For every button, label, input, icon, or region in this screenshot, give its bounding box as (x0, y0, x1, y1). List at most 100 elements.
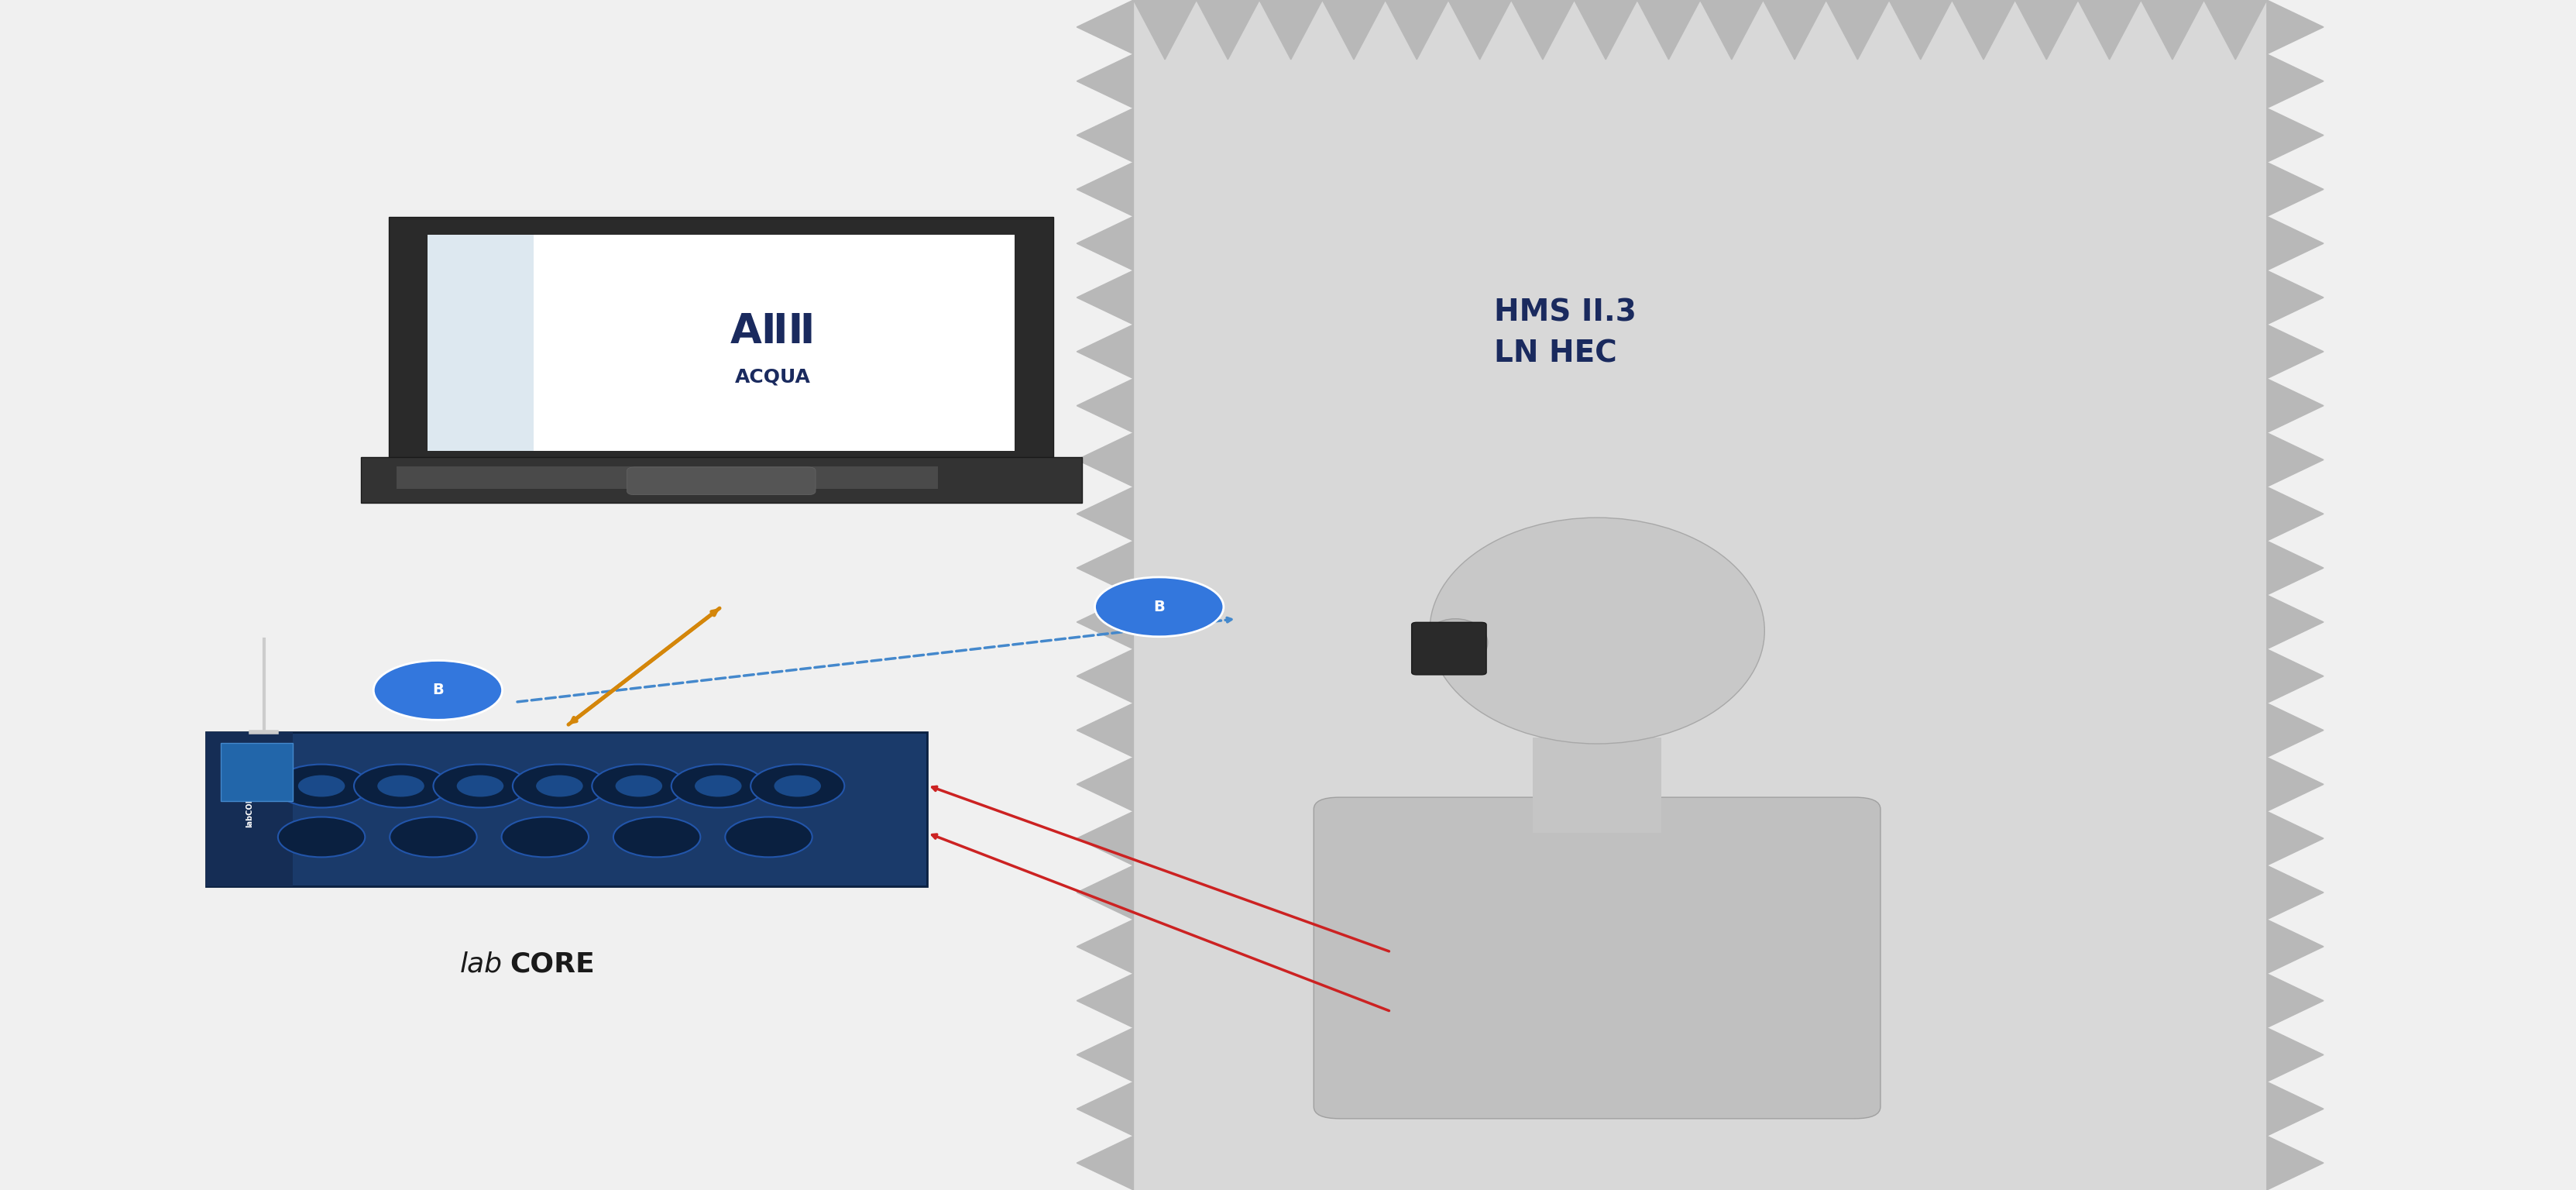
FancyBboxPatch shape (1314, 797, 1880, 1119)
Polygon shape (1133, 0, 1195, 60)
Circle shape (672, 764, 765, 808)
Polygon shape (1077, 595, 1133, 649)
Polygon shape (2267, 865, 2324, 920)
Polygon shape (1195, 0, 1260, 60)
Polygon shape (1700, 0, 1762, 60)
Polygon shape (1953, 0, 2014, 48)
Text: AⅡⅡ: AⅡⅡ (729, 311, 817, 351)
Circle shape (299, 775, 345, 797)
Polygon shape (2267, 920, 2324, 973)
Polygon shape (2267, 757, 2324, 812)
Polygon shape (1195, 0, 1260, 48)
Polygon shape (2267, 973, 2324, 1028)
Polygon shape (1077, 541, 1133, 595)
Polygon shape (1077, 378, 1133, 433)
Polygon shape (1077, 757, 1133, 812)
Polygon shape (1574, 0, 1638, 60)
Circle shape (696, 775, 742, 797)
Polygon shape (1700, 0, 1762, 48)
Polygon shape (1077, 1082, 1133, 1136)
FancyBboxPatch shape (206, 732, 927, 887)
Circle shape (353, 764, 448, 808)
Polygon shape (2267, 270, 2324, 325)
Polygon shape (1077, 920, 1133, 973)
Polygon shape (1638, 0, 1700, 60)
Polygon shape (2267, 703, 2324, 757)
Polygon shape (1077, 649, 1133, 703)
Polygon shape (2267, 162, 2324, 217)
Circle shape (433, 764, 528, 808)
Polygon shape (2267, 1136, 2324, 1190)
FancyBboxPatch shape (389, 217, 1054, 469)
Circle shape (536, 775, 582, 797)
Polygon shape (2267, 325, 2324, 378)
Circle shape (502, 816, 587, 857)
Polygon shape (2267, 649, 2324, 703)
Polygon shape (1512, 0, 1574, 60)
FancyBboxPatch shape (626, 468, 817, 495)
Polygon shape (2267, 595, 2324, 649)
Polygon shape (2267, 433, 2324, 487)
Polygon shape (1826, 0, 1888, 60)
Polygon shape (1260, 0, 1321, 60)
Polygon shape (1077, 703, 1133, 757)
Polygon shape (2267, 1028, 2324, 1082)
Circle shape (592, 764, 685, 808)
FancyBboxPatch shape (1412, 622, 1486, 675)
Polygon shape (1077, 865, 1133, 920)
Polygon shape (2205, 0, 2267, 60)
FancyBboxPatch shape (361, 457, 1082, 502)
Polygon shape (1386, 0, 1448, 60)
Polygon shape (1077, 217, 1133, 270)
Polygon shape (1888, 0, 1953, 48)
Polygon shape (1077, 812, 1133, 865)
Polygon shape (1077, 1028, 1133, 1082)
Circle shape (374, 660, 502, 720)
Polygon shape (1321, 0, 1386, 60)
Polygon shape (2267, 487, 2324, 541)
Polygon shape (1077, 54, 1133, 108)
Polygon shape (2267, 812, 2324, 865)
Circle shape (773, 775, 822, 797)
Polygon shape (1448, 0, 1512, 48)
Polygon shape (1077, 487, 1133, 541)
Text: lab: lab (459, 951, 502, 977)
Polygon shape (1826, 0, 1888, 48)
Ellipse shape (1422, 619, 1489, 666)
Polygon shape (1133, 0, 1195, 48)
Polygon shape (1077, 973, 1133, 1028)
Polygon shape (1953, 0, 2014, 60)
Polygon shape (2141, 0, 2205, 48)
Polygon shape (1077, 108, 1133, 162)
Text: CORE: CORE (510, 951, 595, 977)
Text: HMS II.3
LN HEC: HMS II.3 LN HEC (1494, 298, 1636, 369)
Polygon shape (2267, 1082, 2324, 1136)
Polygon shape (1762, 0, 1826, 60)
Text: B: B (1154, 600, 1164, 614)
Polygon shape (1077, 325, 1133, 378)
Circle shape (276, 764, 368, 808)
Polygon shape (2141, 0, 2205, 60)
FancyBboxPatch shape (206, 732, 294, 887)
Polygon shape (1077, 162, 1133, 217)
Polygon shape (2014, 0, 2079, 60)
Polygon shape (1260, 0, 1321, 48)
Polygon shape (2079, 0, 2141, 60)
FancyBboxPatch shape (1133, 0, 2267, 1190)
Polygon shape (2267, 541, 2324, 595)
Polygon shape (2205, 0, 2267, 48)
FancyBboxPatch shape (428, 234, 1015, 451)
FancyBboxPatch shape (397, 466, 938, 489)
FancyBboxPatch shape (428, 234, 533, 451)
Polygon shape (1386, 0, 1448, 48)
Polygon shape (2267, 217, 2324, 270)
Circle shape (616, 775, 662, 797)
Polygon shape (2267, 54, 2324, 108)
Circle shape (376, 775, 425, 797)
Circle shape (278, 816, 366, 857)
Circle shape (1095, 577, 1224, 637)
Polygon shape (1077, 0, 1133, 54)
Circle shape (389, 816, 477, 857)
Polygon shape (1512, 0, 1574, 48)
Polygon shape (1321, 0, 1386, 48)
